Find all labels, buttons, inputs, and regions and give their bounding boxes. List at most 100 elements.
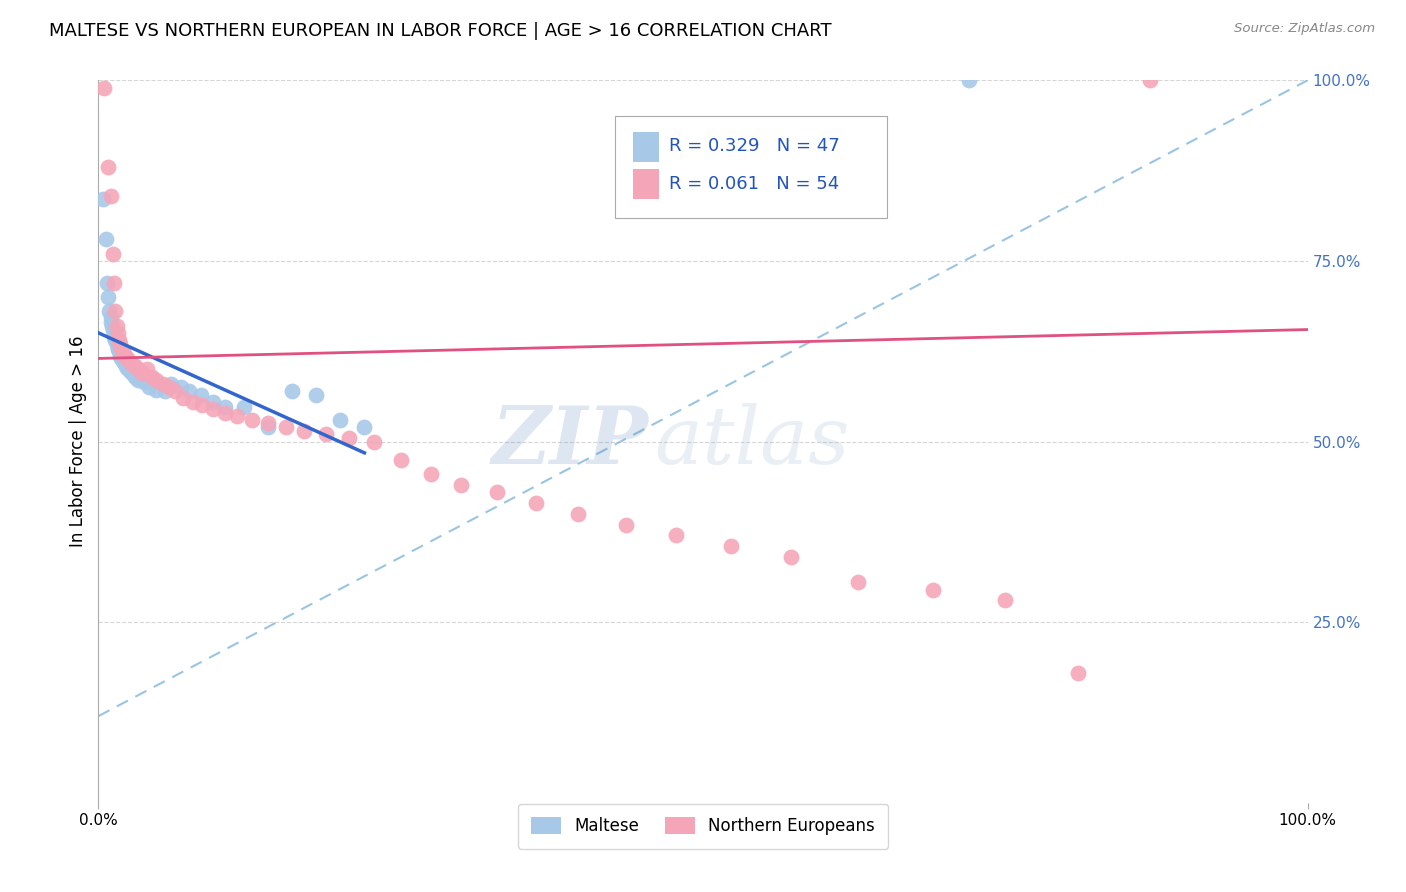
Text: ZIP: ZIP bbox=[492, 403, 648, 480]
Point bbox=[97, 290, 120, 304]
Point bbox=[614, 517, 637, 532]
Point bbox=[107, 342, 129, 356]
Point bbox=[101, 322, 124, 336]
Point bbox=[420, 467, 443, 481]
Point bbox=[1139, 73, 1161, 87]
Point bbox=[108, 344, 131, 359]
Point bbox=[104, 304, 127, 318]
Point bbox=[190, 387, 212, 401]
Point bbox=[107, 341, 129, 355]
Point bbox=[145, 383, 167, 397]
Point bbox=[389, 452, 412, 467]
Point bbox=[96, 276, 118, 290]
Point bbox=[112, 348, 135, 362]
Text: R = 0.329   N = 47: R = 0.329 N = 47 bbox=[669, 137, 839, 155]
Point bbox=[191, 398, 214, 412]
Point bbox=[160, 376, 183, 391]
Point bbox=[179, 384, 201, 398]
Y-axis label: In Labor Force | Age > 16: In Labor Force | Age > 16 bbox=[69, 335, 87, 548]
Point bbox=[100, 315, 122, 329]
Point bbox=[127, 362, 149, 376]
Point bbox=[1067, 665, 1090, 680]
Point bbox=[110, 351, 132, 366]
Point bbox=[163, 384, 186, 398]
Point bbox=[524, 496, 547, 510]
Point bbox=[100, 310, 122, 325]
Point bbox=[232, 400, 254, 414]
Point bbox=[124, 369, 146, 384]
Point bbox=[105, 318, 128, 333]
Point bbox=[124, 359, 146, 373]
Point bbox=[450, 478, 472, 492]
Point bbox=[115, 359, 138, 373]
Point bbox=[101, 246, 124, 260]
Point bbox=[94, 232, 117, 246]
Text: atlas: atlas bbox=[655, 403, 851, 480]
Point bbox=[91, 193, 114, 207]
Point bbox=[111, 344, 134, 359]
Text: R = 0.061   N = 54: R = 0.061 N = 54 bbox=[669, 175, 839, 193]
Point bbox=[665, 528, 688, 542]
Point bbox=[226, 409, 249, 424]
Point bbox=[994, 593, 1017, 607]
Point bbox=[169, 380, 191, 394]
Legend: Maltese, Northern Europeans: Maltese, Northern Europeans bbox=[517, 804, 889, 848]
Point bbox=[274, 420, 297, 434]
Point bbox=[353, 420, 375, 434]
Point bbox=[202, 402, 225, 417]
Point bbox=[138, 380, 160, 394]
Point bbox=[720, 539, 742, 553]
FancyBboxPatch shape bbox=[633, 169, 659, 200]
Point bbox=[93, 80, 115, 95]
Point bbox=[135, 362, 157, 376]
Point bbox=[100, 318, 122, 333]
Point bbox=[107, 326, 129, 340]
Point bbox=[157, 380, 180, 394]
Point bbox=[141, 369, 163, 384]
Point bbox=[127, 373, 149, 387]
Point bbox=[256, 420, 278, 434]
Point bbox=[105, 334, 128, 349]
Point bbox=[281, 384, 304, 398]
Point bbox=[921, 582, 943, 597]
Point bbox=[103, 326, 125, 340]
Point bbox=[486, 485, 509, 500]
Text: MALTESE VS NORTHERN EUROPEAN IN LABOR FORCE | AGE > 16 CORRELATION CHART: MALTESE VS NORTHERN EUROPEAN IN LABOR FO… bbox=[49, 22, 832, 40]
Point bbox=[108, 334, 131, 348]
Point bbox=[153, 384, 176, 398]
Point bbox=[292, 424, 315, 438]
FancyBboxPatch shape bbox=[633, 132, 659, 162]
Point bbox=[97, 160, 120, 174]
Point bbox=[145, 373, 167, 387]
Point bbox=[118, 355, 141, 369]
Point bbox=[121, 366, 143, 380]
Point bbox=[363, 434, 385, 449]
Point bbox=[305, 387, 328, 401]
Point bbox=[846, 575, 869, 590]
Point bbox=[202, 394, 225, 409]
Point bbox=[121, 357, 143, 371]
Point bbox=[110, 341, 132, 355]
Point bbox=[152, 376, 174, 391]
Point bbox=[134, 376, 156, 390]
Point bbox=[111, 353, 134, 368]
Point bbox=[103, 330, 125, 344]
Point bbox=[108, 349, 131, 363]
Point bbox=[108, 337, 131, 351]
Point bbox=[131, 366, 153, 380]
Point bbox=[117, 360, 139, 375]
Point bbox=[108, 346, 131, 360]
Point bbox=[780, 550, 803, 565]
Point bbox=[114, 349, 136, 363]
Point bbox=[214, 406, 236, 420]
Point bbox=[117, 351, 139, 366]
Point bbox=[98, 304, 121, 318]
FancyBboxPatch shape bbox=[614, 117, 887, 218]
Point bbox=[104, 334, 127, 348]
Point bbox=[337, 431, 360, 445]
Point bbox=[256, 417, 278, 431]
Point bbox=[181, 394, 204, 409]
Point bbox=[118, 362, 141, 376]
Point bbox=[103, 276, 125, 290]
Point bbox=[114, 357, 136, 371]
